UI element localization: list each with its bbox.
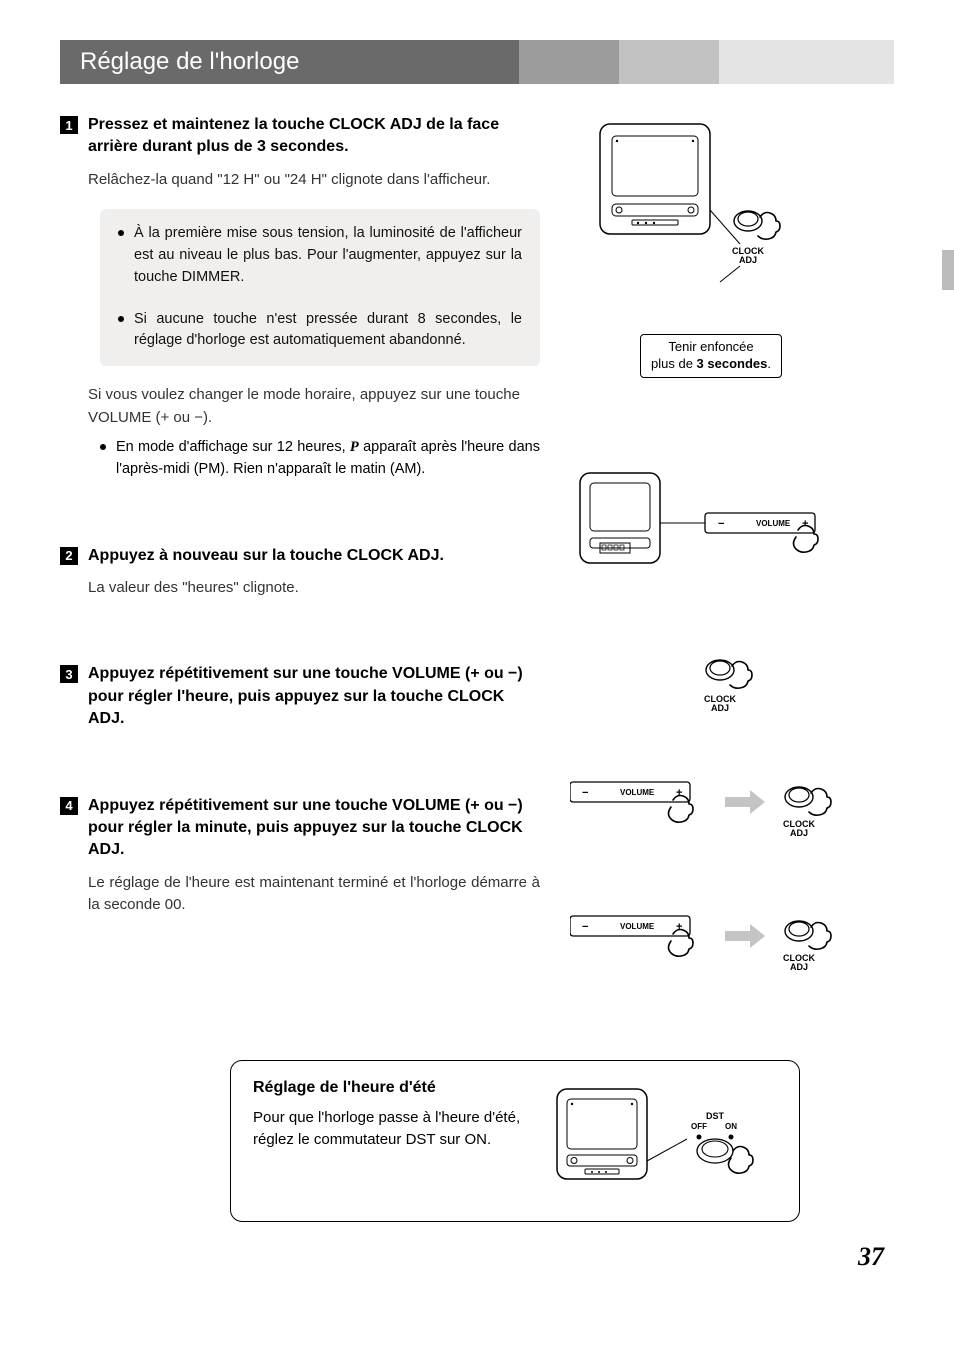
diagram-step3: − VOLUME + CLOCK ADJ [570, 772, 894, 856]
dst-body: Pour que l'horloge passe à l'heure d'été… [253, 1107, 523, 1152]
note-inline: En mode d'affichage sur 12 heures, P app… [100, 437, 540, 481]
svg-text:−: − [718, 518, 724, 530]
step-3: 3 Appuyez répétitivement sur une touche … [60, 663, 540, 730]
dst-panel: Réglage de l'heure d'été Pour que l'horl… [230, 1060, 800, 1222]
header-decoration [619, 40, 719, 84]
diagram-step1: CLOCK ADJ Tenir enfoncée plus de 3 secon… [570, 114, 894, 378]
diagram-step1-volume: − VOLUME + [570, 448, 894, 598]
step-1: 1 Pressez et maintenez la touche CLOCK A… [60, 114, 540, 481]
svg-text:VOLUME: VOLUME [620, 788, 655, 797]
page-number: 37 [60, 1242, 894, 1272]
thumb-tab [942, 250, 954, 290]
step-number-badge: 4 [60, 797, 78, 815]
svg-text:DST: DST [706, 1111, 725, 1121]
step-body: La valeur des "heures" clignote. [60, 577, 540, 600]
note-text: Si aucune touche n'est pressée durant 8 … [134, 309, 522, 353]
svg-text:VOLUME: VOLUME [756, 519, 791, 528]
bullet-icon [100, 444, 106, 450]
header-decoration [519, 40, 619, 84]
svg-text:−: − [582, 921, 588, 933]
svg-text:ADJ: ADJ [711, 703, 729, 713]
svg-text:+: + [676, 787, 682, 799]
step-body: Le réglage de l'heure est maintenant ter… [60, 872, 540, 917]
svg-text:OFF: OFF [691, 1122, 707, 1131]
svg-text:+: + [802, 518, 808, 530]
dst-diagram: DST OFF ON [547, 1079, 787, 1203]
hold-instruction-box: Tenir enfoncée plus de 3 secondes. [640, 334, 782, 378]
step-title: Appuyez répétitivement sur une touche VO… [88, 663, 540, 730]
svg-text:ADJ: ADJ [790, 828, 808, 838]
note-text: À la première mise sous tension, la lumi… [134, 223, 522, 288]
step-number-badge: 3 [60, 665, 78, 683]
header-decoration [719, 40, 894, 84]
diagram-step2: CLOCK ADJ [570, 648, 894, 722]
step-title: Appuyez répétitivement sur une touche VO… [88, 795, 540, 862]
step-title: Pressez et maintenez la touche CLOCK ADJ… [88, 114, 540, 159]
svg-text:ON: ON [725, 1122, 737, 1131]
step-2: 2 Appuyez à nouveau sur la touche CLOCK … [60, 545, 540, 600]
p-symbol: P [350, 439, 359, 455]
step-body: Relâchez-la quand "12 H" ou "24 H" clign… [60, 169, 540, 192]
bullet-icon [118, 316, 124, 322]
step-number-badge: 1 [60, 116, 78, 134]
page-header: Réglage de l'horloge [60, 40, 894, 84]
svg-text:+: + [676, 921, 682, 933]
step-body: Si vous voulez changer le mode horaire, … [60, 384, 540, 429]
diagram-step4: − VOLUME + CLOCK ADJ [570, 906, 894, 990]
dst-title: Réglage de l'heure d'été [253, 1079, 523, 1097]
bullet-icon [118, 230, 124, 236]
step-number-badge: 2 [60, 547, 78, 565]
step-4: 4 Appuyez répétitivement sur une touche … [60, 795, 540, 917]
page-title: Réglage de l'horloge [60, 40, 519, 84]
svg-text:ADJ: ADJ [790, 962, 808, 972]
svg-text:−: − [582, 787, 588, 799]
svg-text:ADJ: ADJ [739, 255, 757, 265]
note-box: À la première mise sous tension, la lumi… [100, 209, 540, 366]
step-title: Appuyez à nouveau sur la touche CLOCK AD… [88, 545, 444, 567]
note-text: En mode d'affichage sur 12 heures, P app… [116, 437, 540, 481]
svg-text:VOLUME: VOLUME [620, 922, 655, 931]
